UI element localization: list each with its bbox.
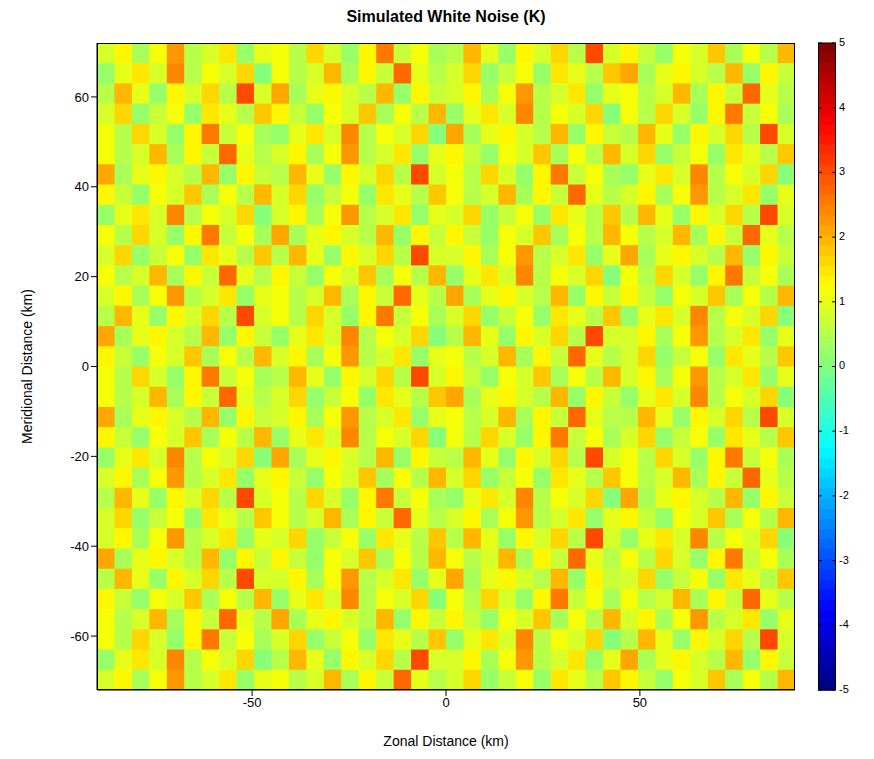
- svg-text:1: 1: [839, 295, 845, 307]
- svg-text:-5: -5: [839, 683, 849, 695]
- svg-text:60: 60: [75, 90, 89, 105]
- svg-text:-40: -40: [70, 539, 89, 554]
- svg-text:40: 40: [75, 179, 89, 194]
- svg-text:-2: -2: [839, 489, 849, 501]
- svg-text:-1: -1: [839, 424, 849, 436]
- svg-text:-60: -60: [70, 629, 89, 644]
- svg-text:-20: -20: [70, 449, 89, 464]
- svg-text:2: 2: [839, 230, 845, 242]
- svg-text:5: 5: [839, 36, 845, 48]
- svg-text:-3: -3: [839, 554, 849, 566]
- svg-text:20: 20: [75, 269, 89, 284]
- svg-text:-4: -4: [839, 618, 849, 630]
- svg-text:4: 4: [839, 101, 845, 113]
- svg-text:0: 0: [442, 695, 449, 710]
- svg-text:-50: -50: [243, 695, 262, 710]
- svg-text:0: 0: [839, 359, 845, 371]
- svg-text:0: 0: [82, 359, 89, 374]
- svg-text:50: 50: [633, 695, 647, 710]
- svg-text:3: 3: [839, 165, 845, 177]
- html-text:Simulated White Noise (K): Simulated White Noise (K): [346, 8, 546, 25]
- svg-text:Meridional Distance (km): Meridional Distance (km): [19, 289, 35, 444]
- svg-text:Zonal Distance (km): Zonal Distance (km): [383, 733, 508, 749]
